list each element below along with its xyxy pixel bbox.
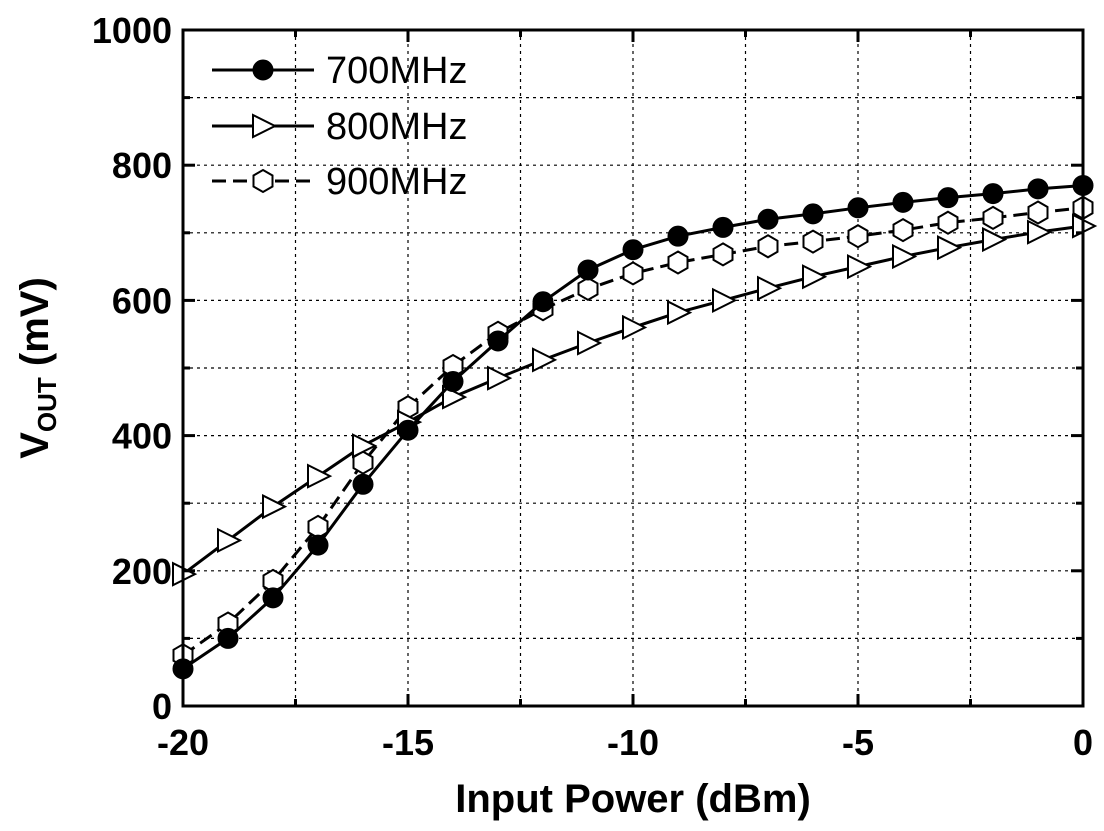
data-point-700mhz [217,627,239,649]
legend-label-900mhz: 900MHz [326,161,468,203]
data-point-800mhz [982,226,1008,253]
data-point-700mhz [352,473,374,495]
data-point-700mhz [802,203,824,225]
y-tick-labels: 0 200 400 600 800 1000 [92,10,172,727]
data-point-700mhz [892,191,914,213]
legend-item-900mhz: 900MHz [212,161,468,203]
data-point-900mhz [577,276,599,302]
data-point-900mhz [712,242,734,267]
data-point-700mhz [442,371,464,393]
legend-label-800mhz: 800MHz [326,106,468,148]
data-point-900mhz [1027,200,1049,225]
data-point-700mhz [532,291,554,313]
data-point-800mhz [802,264,828,290]
legend-marker-700mhz [252,59,274,81]
legend-label-700mhz: 700MHz [326,50,468,92]
data-point-900mhz [937,210,959,235]
data-point-800mhz [667,299,693,326]
series-group [172,174,1098,680]
data-point-800mhz [577,330,603,356]
data-point-700mhz [622,239,644,261]
data-point-800mhz [217,527,243,553]
y-tick-label: 0 [152,686,172,727]
data-point-900mhz [802,229,824,254]
x-tick-label: -15 [382,722,434,763]
data-point-800mhz [757,275,783,301]
data-point-800mhz [1027,219,1053,245]
y-tick-label: 200 [112,551,172,592]
data-point-700mhz [982,183,1004,205]
y-axis-title: VOUT (mV) [13,277,62,459]
data-point-800mhz [352,433,378,459]
data-point-800mhz [307,463,333,489]
data-point-900mhz [757,234,779,259]
data-point-800mhz [622,314,648,341]
data-point-800mhz [892,243,918,270]
x-tick-label: -10 [607,722,659,763]
data-point-700mhz [487,330,509,352]
x-tick-label: 0 [1073,722,1093,763]
data-point-700mhz [937,187,959,209]
x-tick-labels: -20 -15 -10 -5 0 [157,722,1093,763]
x-tick-label: -5 [842,722,874,763]
data-point-900mhz [847,224,869,249]
data-point-700mhz [847,197,869,219]
data-point-700mhz [667,225,689,247]
legend-marker-800mhz [252,113,278,139]
data-point-700mhz [577,259,599,281]
data-point-900mhz [667,250,689,275]
tick-marks [181,28,1085,708]
grid [183,30,1083,706]
data-point-800mhz [532,347,558,373]
data-point-900mhz [982,205,1004,231]
data-point-700mhz [712,216,734,238]
y-axis-title-subscript: OUT [32,377,62,432]
data-point-800mhz [487,365,513,391]
data-point-700mhz [757,208,779,230]
y-tick-label: 600 [112,280,172,321]
y-tick-label: 800 [112,145,172,186]
data-point-800mhz [847,253,873,280]
data-point-900mhz [622,261,644,286]
legend-marker-900mhz [252,168,274,194]
data-point-800mhz [262,493,288,520]
data-point-700mhz [397,419,419,441]
series-800mhz [172,213,1098,587]
legend-item-800mhz: 800MHz [212,106,468,148]
y-axis-title-main: V [13,432,57,459]
data-point-800mhz [937,235,963,261]
y-tick-label: 400 [112,416,172,457]
legend-item-700mhz: 700MHz [212,50,468,92]
data-point-800mhz [712,287,738,314]
legend: 700MHz 800MHz 900MHz [212,50,468,203]
data-point-700mhz [1027,178,1049,200]
x-tick-label: -20 [157,722,209,763]
series-700mhz [172,174,1094,680]
y-tick-label: 1000 [92,10,172,51]
x-axis-title: Input Power (dBm) [455,777,811,821]
data-point-700mhz [307,534,329,556]
data-point-700mhz [262,587,284,609]
data-point-900mhz [892,217,914,243]
y-axis-title-suffix: (mV) [13,277,57,377]
